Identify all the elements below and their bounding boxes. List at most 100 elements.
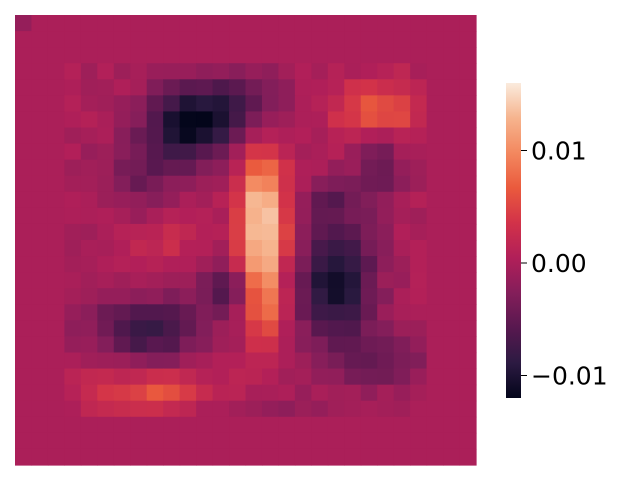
heatmap-cell	[393, 336, 411, 354]
heatmap-cell	[410, 127, 428, 145]
heatmap-cell	[196, 95, 214, 113]
heatmap-cell	[360, 47, 378, 64]
heatmap-cell	[64, 191, 82, 209]
heatmap-cell	[97, 223, 115, 241]
heatmap-cell	[163, 352, 181, 370]
heatmap-cell	[15, 320, 33, 338]
heatmap-cell	[212, 272, 230, 289]
heatmap-cell	[47, 368, 65, 386]
heatmap-cell	[443, 432, 461, 450]
heatmap-cell	[47, 400, 65, 418]
heatmap-cell	[163, 432, 181, 450]
heatmap-cell	[311, 432, 329, 450]
heatmap-cell	[229, 79, 247, 96]
heatmap-cell	[212, 63, 230, 80]
heatmap-cell	[113, 240, 131, 257]
heatmap-cell	[97, 272, 115, 289]
heatmap-cell	[443, 416, 461, 434]
heatmap-cell	[327, 143, 345, 161]
heatmap-cell	[15, 79, 33, 96]
heatmap-cell	[327, 400, 345, 418]
heatmap-cell	[15, 31, 33, 48]
heatmap-cell	[64, 95, 82, 113]
heatmap-cell	[196, 207, 214, 225]
heatmap-cell	[97, 384, 115, 402]
heatmap-cell	[344, 15, 362, 32]
heatmap-cell	[64, 256, 82, 273]
heatmap-cell	[212, 143, 230, 161]
heatmap-cell	[113, 368, 131, 386]
heatmap-cell	[377, 143, 395, 161]
heatmap-cell	[97, 336, 115, 354]
heatmap-cell	[426, 15, 444, 32]
heatmap-cell	[393, 288, 411, 305]
heatmap-cell	[229, 368, 247, 386]
heatmap-cell	[278, 95, 296, 113]
heatmap-cell	[327, 448, 345, 466]
heatmap-cell	[459, 31, 477, 48]
heatmap-cell	[426, 384, 444, 402]
heatmap-cell	[97, 95, 115, 113]
heatmap-cell	[245, 95, 263, 113]
heatmap-cell	[47, 320, 65, 338]
heatmap-cell	[459, 159, 477, 177]
heatmap-cell	[113, 400, 131, 418]
heatmap-cell	[311, 191, 329, 209]
heatmap-cell	[15, 207, 33, 225]
heatmap-cell	[261, 256, 280, 273]
heatmap-cell	[31, 352, 49, 370]
heatmap-cell	[80, 304, 98, 321]
heatmap-cell	[163, 272, 181, 289]
heatmap-cell	[261, 207, 280, 225]
heatmap-cell	[163, 191, 181, 209]
heatmap-cell	[179, 288, 197, 305]
heatmap-cell	[15, 95, 33, 113]
heatmap-cell	[311, 288, 329, 305]
heatmap-cell	[344, 384, 362, 402]
heatmap-cell	[393, 15, 411, 32]
heatmap-cell	[459, 47, 477, 64]
heatmap-cell	[31, 320, 49, 338]
heatmap-cell	[261, 95, 280, 113]
heatmap-cell	[278, 79, 296, 96]
heatmap-cell	[278, 320, 296, 338]
heatmap-cell	[179, 127, 197, 145]
heatmap-cell	[212, 79, 230, 96]
heatmap-cell	[245, 15, 263, 32]
heatmap-cell	[344, 31, 362, 48]
heatmap-cell	[15, 143, 33, 161]
heatmap-cell	[113, 384, 131, 402]
heatmap-cell	[327, 432, 345, 450]
heatmap-cell	[113, 63, 131, 80]
heatmap-cell	[443, 448, 461, 466]
heatmap-cell	[64, 288, 82, 305]
colorbar-ticks: 0.01 0.00 −0.01	[521, 137, 608, 391]
heatmap-cell	[459, 191, 477, 209]
heatmap-cell	[344, 207, 362, 225]
heatmap-cell	[311, 143, 329, 161]
heatmap-cell	[360, 432, 378, 450]
heatmap-cell	[278, 127, 296, 145]
heatmap-cell	[196, 240, 214, 257]
heatmap-cell	[327, 240, 345, 257]
heatmap-cell	[360, 304, 378, 321]
heatmap-cell	[163, 336, 181, 354]
heatmap-cell	[212, 191, 230, 209]
heatmap-cell	[294, 416, 312, 434]
heatmap-cell	[459, 320, 477, 338]
heatmap-cell	[245, 304, 263, 321]
heatmap-cell	[327, 384, 345, 402]
heatmap-cell	[443, 384, 461, 402]
heatmap-cell	[311, 272, 329, 289]
heatmap-cell	[393, 63, 411, 80]
heatmap-cell	[15, 223, 33, 241]
heatmap-cell	[278, 400, 296, 418]
heatmap-cell	[294, 31, 312, 48]
heatmap-cell	[377, 352, 395, 370]
heatmap-cell	[410, 159, 428, 177]
heatmap-cell	[196, 320, 214, 338]
heatmap-cell	[311, 15, 329, 32]
heatmap-cell	[15, 352, 33, 370]
heatmap-cell	[360, 223, 378, 241]
heatmap-cell	[31, 159, 49, 177]
